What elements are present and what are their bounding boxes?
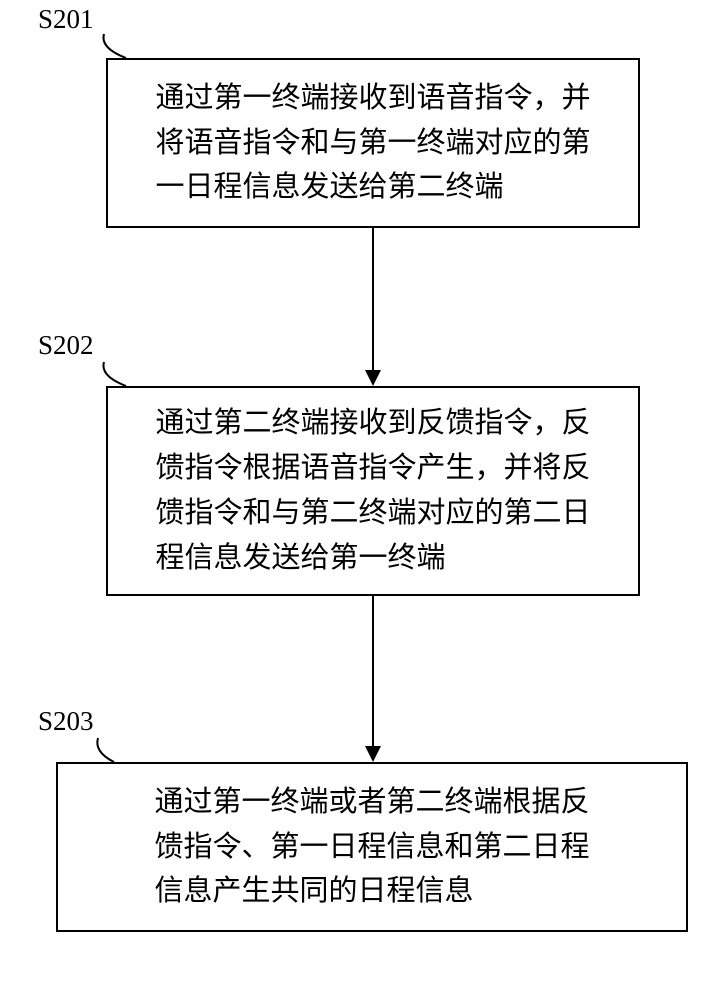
step-label-s202: S202	[38, 330, 94, 361]
step-text-s201: 通过第一终端接收到语音指令，并 将语音指令和与第一终端对应的第 一日程信息发送给…	[155, 76, 590, 211]
step-label-text: S201	[38, 4, 94, 34]
step-label-text: S203	[38, 706, 94, 736]
step-text-s202: 通过第二终端接收到反馈指令，反 馈指令根据语音指令产生，并将反 馈指令和与第二终…	[155, 401, 590, 581]
step-box-s202: 通过第二终端接收到反馈指令，反 馈指令根据语音指令产生，并将反 馈指令和与第二终…	[106, 386, 640, 596]
step-text-s203: 通过第一终端或者第二终端根据反 馈指令、第一日程信息和第二日程 信息产生共同的日…	[154, 780, 589, 915]
flowchart-canvas: S201 通过第一终端接收到语音指令，并 将语音指令和与第一终端对应的第 一日程…	[0, 0, 721, 1000]
step-box-s201: 通过第一终端接收到语音指令，并 将语音指令和与第一终端对应的第 一日程信息发送给…	[106, 58, 640, 228]
step-label-s201: S201	[38, 4, 94, 35]
step-label-s203: S203	[38, 706, 94, 737]
step-box-s203: 通过第一终端或者第二终端根据反 馈指令、第一日程信息和第二日程 信息产生共同的日…	[56, 762, 688, 932]
step-label-text: S202	[38, 330, 94, 360]
